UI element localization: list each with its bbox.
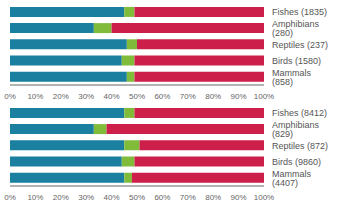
svg-text:40%: 40% — [104, 193, 120, 202]
svg-text:0%: 0% — [8, 193, 16, 202]
svg-text:30%: 30% — [78, 193, 94, 202]
svg-text:Birds (1580): Birds (1580) — [272, 56, 321, 66]
svg-text:90%: 90% — [231, 92, 247, 101]
svg-text:100%: 100% — [254, 193, 274, 202]
svg-text:80%: 80% — [205, 92, 221, 101]
svg-text:0%: 0% — [8, 92, 16, 101]
svg-text:Reptiles (872): Reptiles (872) — [272, 141, 328, 151]
svg-text:10%: 10% — [27, 193, 43, 202]
svg-text:50%: 50% — [129, 193, 145, 202]
svg-text:90%: 90% — [231, 193, 247, 202]
svg-text:Birds (9860): Birds (9860) — [272, 157, 321, 167]
svg-text:Fishes (1835): Fishes (1835) — [272, 7, 327, 17]
svg-text:20%: 20% — [53, 193, 69, 202]
svg-text:10%: 10% — [27, 92, 43, 101]
svg-text:Mammals(858): Mammals(858) — [272, 68, 312, 87]
svg-text:60%: 60% — [154, 92, 170, 101]
svg-text:80%: 80% — [205, 193, 221, 202]
svg-text:Reptiles (237): Reptiles (237) — [272, 40, 328, 50]
svg-text:50%: 50% — [129, 92, 145, 101]
svg-text:100%: 100% — [254, 92, 274, 101]
svg-text:70%: 70% — [180, 193, 196, 202]
svg-text:30%: 30% — [78, 92, 94, 101]
svg-text:60%: 60% — [154, 193, 170, 202]
svg-text:70%: 70% — [180, 92, 196, 101]
svg-text:40%: 40% — [104, 92, 120, 101]
svg-text:20%: 20% — [53, 92, 69, 101]
svg-text:Amphibians(280): Amphibians(280) — [272, 19, 320, 38]
svg-text:Mammals(4407): Mammals(4407) — [272, 169, 312, 188]
svg-text:Amphibians(829): Amphibians(829) — [272, 120, 320, 139]
svg-text:Fishes (8412): Fishes (8412) — [272, 108, 327, 118]
